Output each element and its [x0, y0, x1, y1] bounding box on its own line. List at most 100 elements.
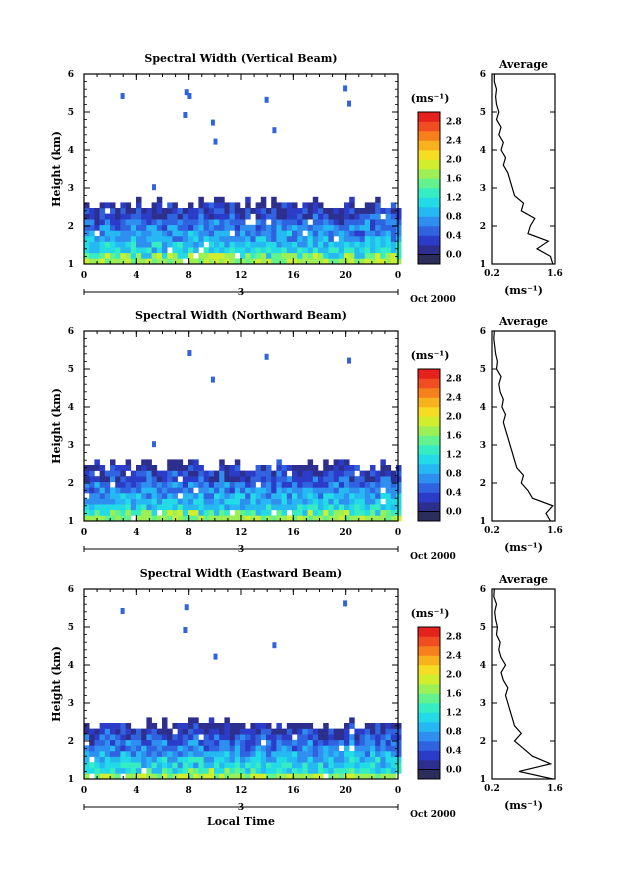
heatmap-cell — [110, 241, 116, 248]
heatmap-cell — [234, 213, 241, 220]
colorbar-tick-label: 0.8 — [446, 213, 462, 223]
heatmap-cell — [271, 515, 277, 522]
colorbar-tick-label: 1.6 — [446, 690, 462, 700]
heatmap-cell — [214, 230, 220, 237]
heatmap-cell — [271, 476, 277, 483]
heatmap-cell — [307, 208, 314, 214]
heatmap-cell — [344, 202, 350, 209]
heatmap-cell — [255, 504, 262, 511]
heatmap-cell — [110, 498, 116, 505]
heatmap-cell — [234, 745, 241, 752]
heatmap-cell — [328, 767, 334, 774]
heatmap-cell — [307, 767, 314, 774]
heatmap-cell — [281, 465, 288, 471]
heatmap-cell — [364, 202, 371, 209]
heatmap-cell — [240, 745, 246, 752]
heatmap-cell — [302, 762, 308, 769]
heatmap-cell — [380, 208, 386, 214]
heatmap-cell — [214, 739, 220, 746]
heatmap-cell — [255, 509, 262, 516]
heatmap-cell — [172, 247, 178, 254]
heatmap-cell — [104, 247, 111, 254]
heatmap-cell — [333, 252, 340, 259]
heatmap-cell — [312, 230, 319, 237]
heatmap-cell — [385, 739, 392, 746]
heatmap-cell — [203, 762, 210, 769]
heatmap-cell — [364, 734, 371, 741]
heatmap-cell — [297, 241, 303, 248]
heatmap-cell — [203, 208, 210, 214]
sparse-echo — [264, 96, 269, 103]
heatmap-cell — [234, 773, 241, 780]
heatmap-cell — [297, 728, 303, 735]
heatmap-cell — [84, 509, 90, 516]
heatmap-cell — [89, 762, 95, 769]
heatmap-cell — [312, 196, 319, 203]
heatmap-cell — [255, 247, 262, 254]
heatmap-cell — [349, 252, 355, 259]
heatmap-cell — [156, 515, 163, 522]
heatmap-cell — [125, 767, 132, 774]
heatmap-cell — [312, 213, 319, 220]
heatmap-cell — [354, 498, 360, 505]
heatmap-cell — [271, 230, 277, 237]
heatmap-cell — [240, 219, 246, 226]
heatmap-cell — [390, 230, 397, 237]
sparse-echo — [183, 627, 188, 633]
heatmap-cell — [94, 481, 100, 488]
heatmap-cell — [302, 756, 308, 763]
heatmap-cell — [292, 504, 298, 511]
heatmap-cell — [375, 739, 381, 746]
heatmap-cell — [255, 202, 262, 209]
heatmap-cell — [151, 493, 158, 499]
heatmap-cell — [224, 745, 230, 752]
heatmap-cell — [203, 224, 210, 231]
heatmap-cell — [349, 723, 355, 729]
heatmap-cell — [120, 498, 126, 505]
heatmap-cell — [286, 219, 293, 226]
heatmap-cell — [208, 470, 215, 477]
heatmap-cell — [323, 723, 329, 729]
heatmap-cell — [307, 213, 314, 220]
heatmap-cell — [338, 470, 345, 477]
heatmap-cell — [224, 723, 230, 729]
x-tick-label: 0 — [81, 271, 87, 281]
heatmap-cell — [344, 241, 350, 248]
x-tick-label: 0 — [395, 786, 401, 796]
heatmap-cell — [151, 728, 158, 735]
heatmap-cell — [297, 723, 303, 729]
heatmap-cell — [219, 493, 225, 499]
heatmap-cell — [370, 723, 376, 729]
heatmap-cell — [255, 258, 262, 265]
heatmap-cell — [214, 247, 220, 254]
heatmap-cell — [370, 230, 376, 237]
heatmap-cell — [156, 756, 163, 763]
heatmap-cell — [94, 459, 100, 466]
heatmap-cell — [188, 751, 194, 757]
heatmap-cell — [323, 213, 329, 220]
heatmap-cell — [214, 493, 220, 499]
heatmap-cell — [198, 476, 204, 483]
heatmap-cell — [193, 762, 199, 769]
heatmap-cell — [375, 762, 381, 769]
heatmap-cell — [349, 767, 355, 774]
heatmap-cell — [380, 756, 386, 763]
heatmap-cell — [380, 739, 386, 746]
heatmap-cell — [193, 717, 199, 724]
colorbar-tick-label: 2.0 — [446, 671, 462, 681]
heatmap-cell — [193, 504, 199, 511]
heatmap-cell — [219, 213, 225, 220]
heatmap-cell — [130, 762, 137, 769]
heatmap-cell — [354, 465, 360, 471]
heatmap-cell — [182, 498, 189, 505]
heatmap-cell — [219, 745, 225, 752]
heatmap-cell — [146, 717, 152, 724]
heatmap-cell — [229, 493, 236, 499]
heatmap-cell — [172, 509, 178, 516]
heatmap-cell — [193, 745, 199, 752]
heatmap-cell — [177, 498, 184, 505]
heatmap-cell — [250, 739, 256, 746]
heatmap-cell — [328, 498, 334, 505]
heatmap-cell — [110, 745, 116, 752]
heatmap-cell — [120, 504, 126, 511]
